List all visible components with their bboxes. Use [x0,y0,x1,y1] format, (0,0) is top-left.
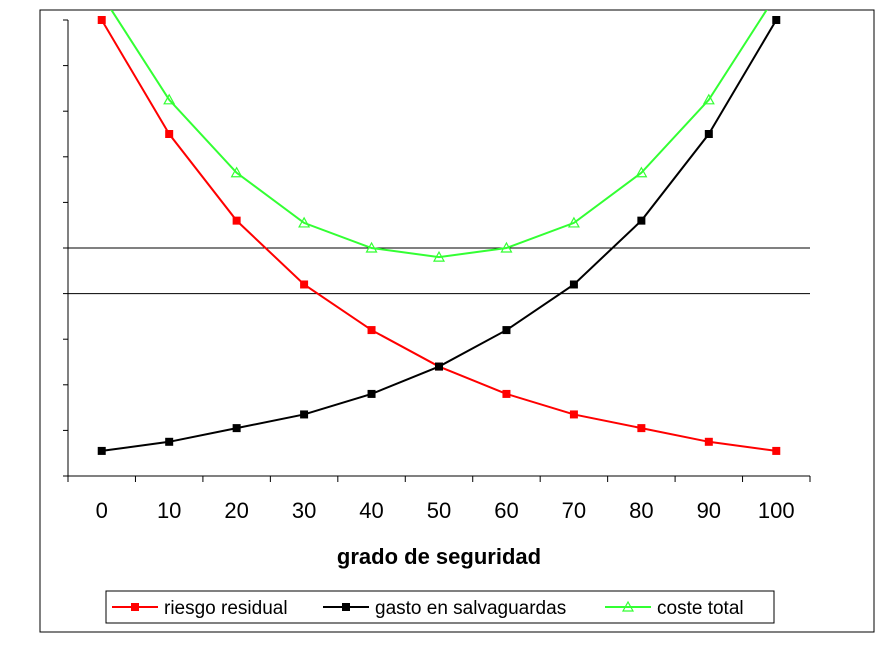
data-point-riesgo-residual [772,446,781,455]
data-point-gasto-en-salvaguardas [502,326,511,335]
data-point-riesgo-residual [367,326,376,335]
data-point-coste-total [230,166,243,178]
legend: riesgo residual gasto en salvaguardas cost… [105,590,775,624]
x-tick-label: 70 [562,498,586,523]
legend-label-riesgo-residual: riesgo residual [164,598,288,619]
data-point-coste-total [298,216,311,228]
x-tick-label: 100 [758,498,795,523]
legend-swatch-marker [342,603,350,611]
x-tick-labels: 0 10 20 30 40 50 60 70 80 90 100 [96,498,795,523]
series-line-coste-total [110,10,768,259]
data-point-riesgo-residual [300,280,309,289]
data-point-gasto-en-salvaguardas [97,446,106,455]
data-point-riesgo-residual [502,389,511,398]
data-point-gasto-en-salvaguardas [300,410,309,419]
data-point-gasto-en-salvaguardas [367,389,376,398]
data-point-coste-total [365,241,378,253]
x-tick-label: 30 [292,498,316,523]
x-tick-label: 0 [96,498,108,523]
data-point-coste-total [500,241,513,253]
data-point-gasto-en-salvaguardas [435,362,443,371]
data-point-gasto-en-salvaguardas [165,437,174,446]
data-point-gasto-en-salvaguardas [569,280,578,289]
data-point-riesgo-residual [704,437,713,446]
data-point-coste-total [163,93,176,105]
legend-box [105,590,775,624]
data-point-gasto-en-salvaguardas [772,16,781,24]
data-point-gasto-en-salvaguardas [704,130,713,138]
data-point-coste-total [702,93,715,105]
data-point-riesgo-residual [97,16,106,24]
data-point-coste-total [567,216,580,228]
data-point-gasto-en-salvaguardas [232,424,241,433]
data-point-riesgo-residual [569,410,578,419]
data-point-riesgo-residual [165,130,174,138]
legend-label-gasto-en-salvaguardas: gasto en salvaguardas [375,598,566,619]
x-tick-label: 50 [427,498,451,523]
x-tick-label: 10 [157,498,181,523]
x-axis-title: grado de seguridad [337,544,541,569]
chart-area-frame [39,9,875,633]
legend-swatch-marker [131,603,139,611]
x-tick-label: 90 [697,498,721,523]
data-point-gasto-en-salvaguardas [637,216,646,225]
data-point-riesgo-residual [232,216,241,225]
data-point-coste-total [635,166,648,178]
markers-group [97,16,781,455]
x-tick-label: 80 [629,498,653,523]
data-point-riesgo-residual [637,424,646,433]
legend-label-coste-total: coste total [657,598,744,619]
gridlines [68,247,810,295]
data-point-coste-total [432,250,446,262]
x-tick-label: 20 [224,498,248,523]
legend-swatch-marker [621,600,635,612]
x-tick-label: 40 [359,498,383,523]
x-tick-label: 60 [494,498,518,523]
axes [63,19,811,482]
